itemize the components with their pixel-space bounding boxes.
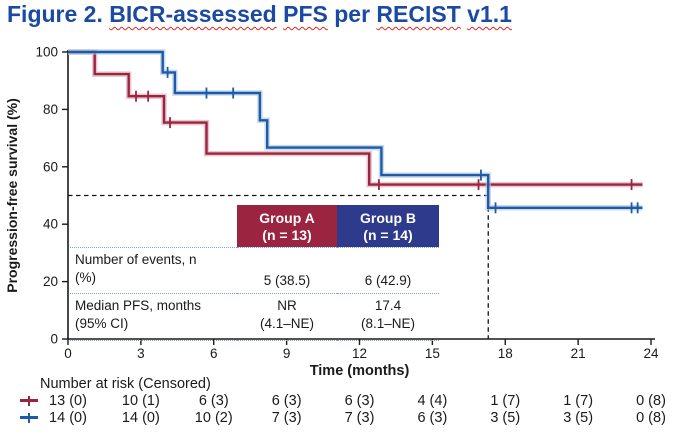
title-segment-0: Figure 2. <box>7 1 110 27</box>
x-tick-label: 9 <box>283 346 291 361</box>
y-tick-label: 100 <box>35 45 58 60</box>
summary-table: Group A (n = 13) Group B (n = 14) Number… <box>70 205 439 341</box>
risk-value: 10 (1) <box>121 393 160 409</box>
risk-value: 6 (3) <box>344 393 375 409</box>
y-tick-label: 80 <box>43 102 58 117</box>
x-tick-label: 15 <box>425 346 440 361</box>
risk-value: 6 (3) <box>198 393 229 409</box>
risk-value: 0 (8) <box>636 393 666 409</box>
group-b-header: Group B (n = 14) <box>337 205 439 247</box>
x-tick-label: 24 <box>643 346 659 361</box>
x-axis-title: Time (months) <box>310 363 410 379</box>
risk-value: 3 (5) <box>490 410 521 426</box>
group-a-censor-marker-icon <box>20 395 38 406</box>
title-segment-5: RECIST <box>376 1 461 27</box>
risk-value: 13 (0) <box>49 393 87 409</box>
group-a-header: Group A (n = 13) <box>237 205 337 247</box>
risk-value: 10 (2) <box>194 410 233 426</box>
risk-value: 1 (7) <box>490 393 521 409</box>
y-tick-label: 20 <box>43 274 58 289</box>
events-row-label: Number of events, n (%) <box>70 247 237 293</box>
x-tick-label: 12 <box>352 346 367 361</box>
group-b-header-n: (n = 14) <box>363 227 413 243</box>
risk-value: 3 (5) <box>563 410 594 426</box>
number-at-risk-title: Number at risk (Censored) <box>40 376 211 392</box>
km-curve-halo-a <box>68 49 643 188</box>
risk-value: 7 (3) <box>344 410 375 426</box>
y-tick-label: 60 <box>43 159 58 174</box>
summary-table-corner <box>70 205 237 247</box>
km-curve-group-b <box>68 50 643 209</box>
median-pfs-group-a-value: NR (4.1–NE) <box>237 292 337 341</box>
median-pfs-row-label-line2: (95% CI) <box>75 315 129 331</box>
x-tick-label: 3 <box>137 346 145 361</box>
km-curve-group-a <box>68 50 643 186</box>
median-pfs-group-b-ci: (8.1–NE) <box>360 315 416 331</box>
events-row-label-line1: Number of events, n <box>75 252 197 267</box>
events-group-b-value: 6 (42.9) <box>337 247 439 292</box>
median-pfs-row-label: Median PFS, months (95% CI) <box>70 292 237 341</box>
title-segment-4: per <box>327 1 377 27</box>
events-row-label-line2: (%) <box>75 270 96 285</box>
risk-value: 14 (0) <box>121 410 160 426</box>
median-pfs-group-b-value: 17.4 (8.1–NE) <box>337 292 439 341</box>
x-tick-label: 0 <box>64 346 72 361</box>
risk-value: 6 (3) <box>271 393 302 409</box>
median-pfs-row-label-line1: Median PFS, months <box>75 297 202 313</box>
median-pfs-group-b-months: 17.4 <box>374 297 402 313</box>
y-axis-title: Progression-free survival (%) <box>4 98 20 293</box>
risk-value: 7 (3) <box>271 410 302 426</box>
risk-value: 1 (7) <box>563 393 594 409</box>
x-tick-label: 21 <box>571 346 586 361</box>
y-tick-label: 40 <box>43 217 58 232</box>
group-b-header-name: Group B <box>360 210 416 226</box>
y-tick-label: 0 <box>50 332 58 347</box>
title-segment-7: v1.1 <box>467 1 512 27</box>
title-segment-3: PFS <box>283 1 328 27</box>
x-tick-label: 18 <box>498 346 513 361</box>
group-a-header-n: (n = 13) <box>262 227 312 243</box>
risk-value: 6 (3) <box>417 410 448 426</box>
median-pfs-group-a-months: NR <box>277 297 297 313</box>
median-pfs-group-a-ci: (4.1–NE) <box>259 315 315 331</box>
x-tick-label: 6 <box>210 346 218 361</box>
risk-value: 14 (0) <box>49 410 87 426</box>
group-b-risk-row: 14 (0) 14 (0) 10 (2) 7 (3) 7 (3) 6 (3) 3 (5) 3 … <box>0 410 679 427</box>
figure-title: Figure 2. BICR-assessed PFS per RECIST v… <box>7 1 512 28</box>
risk-value: 0 (8) <box>636 410 666 426</box>
risk-value: 4 (4) <box>417 393 448 409</box>
group-a-header-name: Group A <box>259 210 315 226</box>
title-segment-1: BICR-assessed <box>109 1 277 27</box>
events-group-a-value: 5 (38.5) <box>237 247 337 292</box>
group-b-censor-marker-icon <box>20 412 38 423</box>
group-a-risk-row: 13 (0) 10 (1) 6 (3) 6 (3) 6 (3) 4 (4) 1 (7) 1 (… <box>0 393 679 410</box>
